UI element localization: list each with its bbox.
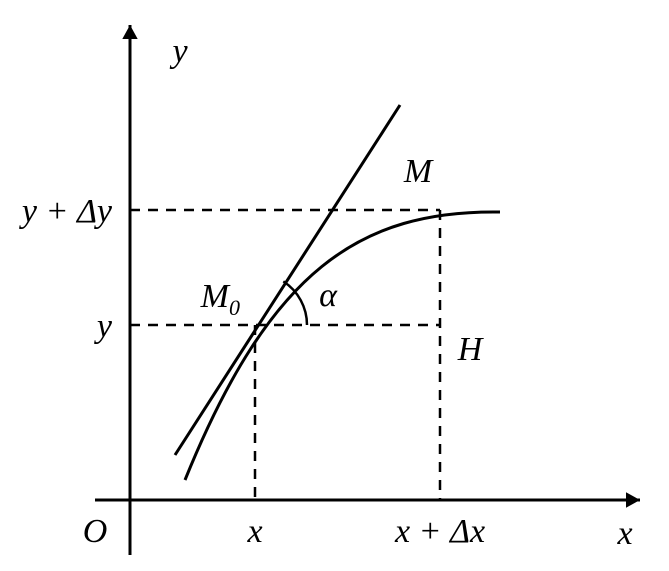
point-m0-label: M0 (200, 278, 240, 320)
origin-label: O (83, 513, 108, 550)
tick-x0-label: x (246, 513, 262, 550)
curve (185, 212, 500, 480)
angle-alpha-label: α (319, 277, 338, 314)
point-m-label: M (403, 153, 434, 190)
axes: x y O (83, 25, 640, 555)
y-axis-label: y (169, 33, 188, 70)
x-axis-arrow (626, 492, 640, 507)
x-axis-label: x (616, 515, 632, 552)
point-h-label: H (457, 331, 485, 368)
y-axis-arrow (122, 25, 137, 39)
tick-x1-label: x + Δx (394, 513, 485, 550)
tick-y1-label: y + Δy (19, 193, 113, 230)
angle-arc (283, 281, 307, 325)
tick-y0-label: y (94, 308, 113, 345)
tick-labels: x x + Δx y y + Δy (19, 193, 485, 550)
guide-lines (130, 210, 440, 500)
